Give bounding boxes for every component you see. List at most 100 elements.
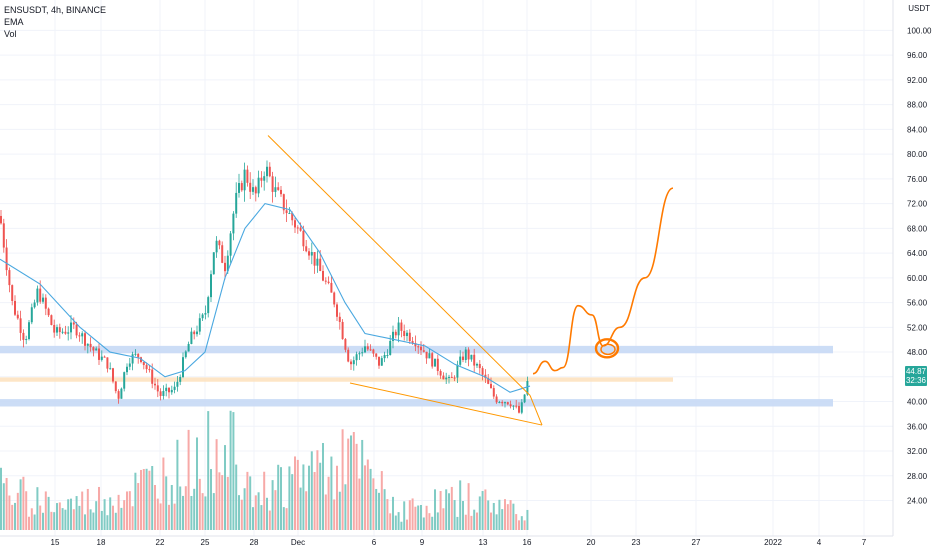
- volume-bar: [176, 439, 179, 530]
- candle-body: [526, 381, 529, 395]
- candle-body: [176, 381, 179, 387]
- price-tick-label: 40.00: [907, 398, 928, 407]
- candle: [462, 351, 464, 363]
- candle: [165, 383, 168, 397]
- candle-body: [344, 339, 347, 350]
- candle-body: [89, 343, 92, 348]
- candle: [81, 331, 84, 344]
- candle-body: [523, 394, 526, 403]
- volume-bar: [254, 495, 257, 530]
- volume-bar: [487, 500, 490, 530]
- current-price: 44.87: [905, 367, 927, 377]
- candle: [249, 172, 252, 200]
- candle: [187, 341, 190, 352]
- candle: [504, 401, 506, 408]
- volume-bar: [310, 451, 313, 530]
- candle: [378, 356, 380, 369]
- candle-body: [408, 332, 411, 342]
- candle: [131, 351, 134, 371]
- candle-body: [103, 356, 106, 358]
- candle: [254, 185, 257, 202]
- candle: [50, 314, 53, 326]
- candle-body: [333, 292, 336, 305]
- ema-legend[interactable]: EMA: [4, 17, 24, 27]
- volume-bar: [417, 505, 420, 530]
- candle-body: [229, 233, 232, 256]
- volume-bar: [478, 496, 481, 530]
- volume-bar: [403, 501, 406, 530]
- volume-bar: [448, 493, 450, 530]
- candle: [434, 358, 436, 367]
- candle: [336, 302, 338, 322]
- volume-bar: [0, 467, 2, 530]
- candle-body: [263, 176, 266, 181]
- candle: [70, 315, 72, 340]
- candle-body: [165, 387, 168, 392]
- volume-bar: [375, 488, 378, 530]
- symbol-title[interactable]: ENSUSDT, 4h, BINANCE: [4, 5, 107, 15]
- candle-body: [53, 324, 56, 333]
- wedge-upper-line: [267, 135, 531, 396]
- candle-body: [123, 372, 126, 389]
- volume-bar: [492, 502, 495, 530]
- candle-body: [179, 376, 182, 382]
- candle-body: [0, 215, 2, 224]
- volume-bar: [361, 439, 364, 530]
- zones: [0, 345, 833, 407]
- vol-legend[interactable]: Vol: [4, 29, 17, 39]
- volume-bar: [400, 521, 403, 530]
- candle: [168, 387, 170, 399]
- volume-bar: [131, 506, 134, 530]
- candle: [47, 307, 50, 318]
- candle: [210, 270, 212, 302]
- candle: [310, 242, 313, 265]
- candle-body: [187, 343, 190, 352]
- candle-body: [422, 350, 425, 352]
- candle-body: [184, 351, 187, 358]
- volume-bar: [392, 496, 394, 530]
- wedge-lower-line: [349, 382, 543, 426]
- candle-body: [42, 297, 44, 302]
- volume-bar: [126, 491, 128, 530]
- volume-bar: [179, 486, 182, 530]
- candle-body: [47, 308, 50, 316]
- candle-body: [414, 343, 417, 347]
- price-tick-label: 96.00: [907, 51, 928, 60]
- candle-body: [137, 353, 140, 358]
- volume-bar: [498, 499, 501, 530]
- candle-body: [58, 327, 61, 333]
- candle: [109, 362, 112, 370]
- volume-bar: [282, 507, 285, 530]
- volume-bar: [288, 466, 291, 530]
- candle: [92, 346, 95, 357]
- candle: [512, 405, 515, 410]
- candle: [212, 252, 215, 275]
- candle: [392, 325, 394, 349]
- candle: [263, 171, 266, 191]
- volume-bar: [456, 516, 459, 530]
- volume-bar: [98, 486, 100, 530]
- candle-body: [134, 353, 137, 355]
- volume-bar: [212, 493, 215, 530]
- candle: [380, 355, 383, 366]
- candle: [193, 330, 196, 340]
- volume-bar: [344, 484, 347, 530]
- volume-bar: [274, 490, 277, 530]
- time-tick-label: Dec: [291, 538, 305, 547]
- volume-bar: [28, 516, 30, 530]
- candle-body: [467, 349, 470, 360]
- candle: [266, 160, 268, 183]
- candle: [369, 344, 372, 351]
- candle-body: [30, 307, 33, 323]
- candle-body: [515, 405, 518, 407]
- candle: [126, 363, 128, 376]
- volume-bar: [81, 491, 84, 530]
- candle: [518, 402, 520, 414]
- candle: [308, 248, 310, 260]
- volume-bar: [120, 507, 123, 530]
- volume-bar: [526, 509, 529, 530]
- volume-bar: [520, 516, 523, 530]
- candle-body: [204, 313, 207, 315]
